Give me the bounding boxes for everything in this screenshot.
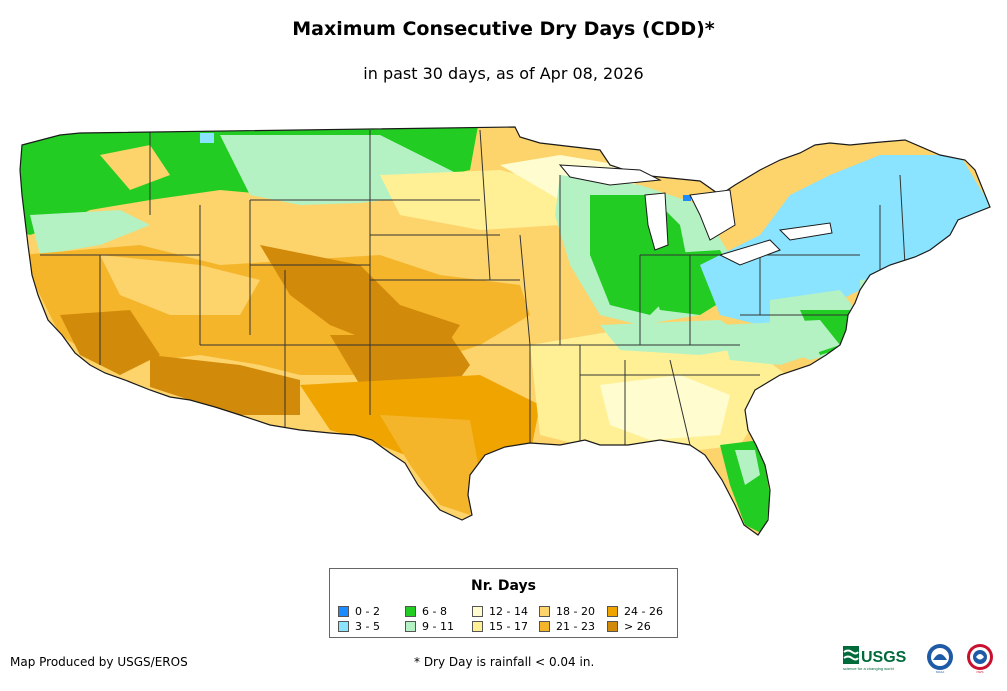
usgs-tagline: science for a changing world bbox=[843, 666, 894, 671]
footnote-text: * Dry Day is rainfall < 0.04 in. bbox=[414, 655, 595, 669]
legend-title: Nr. Days bbox=[471, 578, 536, 594]
great-lakes bbox=[558, 164, 833, 266]
usgs-text: USGS bbox=[861, 649, 907, 666]
legend-label: 6 - 8 bbox=[422, 605, 447, 618]
legend-item: 0 - 2 bbox=[338, 605, 380, 619]
legend-swatch bbox=[472, 606, 483, 617]
legend-swatch bbox=[338, 606, 349, 617]
legend-label: 24 - 26 bbox=[624, 605, 663, 618]
noaa-text: NOAA bbox=[936, 670, 945, 674]
legend-label: 21 - 23 bbox=[556, 620, 595, 633]
noaa-logo: NOAA bbox=[927, 644, 953, 674]
legend-swatch bbox=[338, 621, 349, 632]
nws-text: NWS bbox=[977, 670, 984, 674]
map-subtitle: in past 30 days, as of Apr 08, 2026 bbox=[363, 64, 644, 83]
legend-swatch bbox=[607, 621, 618, 632]
legend-swatch bbox=[405, 606, 416, 617]
legend-item: 15 - 17 bbox=[472, 620, 528, 634]
legend-swatch bbox=[539, 621, 550, 632]
legend-label: 3 - 5 bbox=[355, 620, 380, 633]
legend-item: 3 - 5 bbox=[338, 620, 380, 634]
legend-swatch bbox=[472, 621, 483, 632]
legend-label: > 26 bbox=[624, 620, 651, 633]
credit-text: Map Produced by USGS/EROS bbox=[10, 655, 188, 669]
usgs-logo: USGS science for a changing world bbox=[843, 646, 907, 671]
legend-item: > 26 bbox=[607, 620, 651, 634]
agency-logos: USGS science for a changing world NOAA N… bbox=[843, 644, 993, 674]
legend-swatch bbox=[539, 606, 550, 617]
legend: Nr. Days 0 - 2 3 - 5 6 - 8 9 - 11 12 - 14 15 … bbox=[329, 568, 678, 638]
map-title: Maximum Consecutive Dry Days (CDD)* bbox=[292, 18, 715, 40]
legend-label: 0 - 2 bbox=[355, 605, 380, 618]
legend-label: 12 - 14 bbox=[489, 605, 528, 618]
cdd-color-fill bbox=[20, 127, 990, 535]
legend-label: 18 - 20 bbox=[556, 605, 595, 618]
legend-item: 24 - 26 bbox=[607, 605, 663, 619]
legend-label: 15 - 17 bbox=[489, 620, 528, 633]
nws-logo: NWS bbox=[967, 644, 993, 674]
legend-item: 12 - 14 bbox=[472, 605, 528, 619]
legend-swatch bbox=[607, 606, 618, 617]
conus-cdd-map bbox=[19, 126, 991, 536]
state-boundaries bbox=[40, 129, 906, 446]
legend-item: 21 - 23 bbox=[539, 620, 595, 634]
legend-swatch bbox=[405, 621, 416, 632]
legend-item: 18 - 20 bbox=[539, 605, 595, 619]
legend-label: 9 - 11 bbox=[422, 620, 454, 633]
legend-item: 6 - 8 bbox=[405, 605, 447, 619]
legend-item: 9 - 11 bbox=[405, 620, 454, 634]
